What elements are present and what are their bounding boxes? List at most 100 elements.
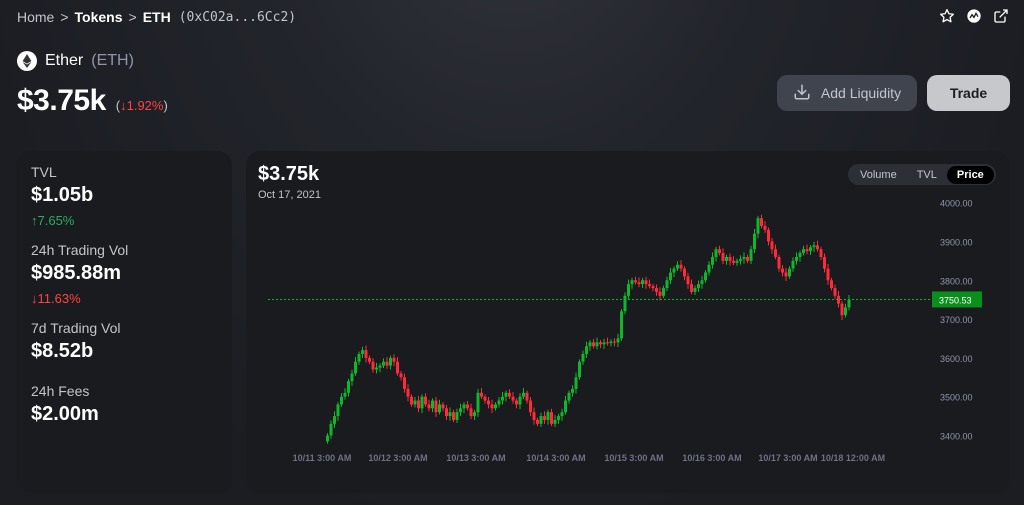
analytics-icon[interactable] bbox=[965, 7, 983, 25]
candle bbox=[711, 252, 714, 269]
candle bbox=[536, 417, 539, 427]
stat-change: ↑7.65% bbox=[31, 213, 75, 228]
stat-value: $8.52b bbox=[31, 340, 94, 362]
candle bbox=[630, 277, 634, 289]
stat-value: $2.00m bbox=[31, 403, 99, 425]
x-tick-label: 10/13 3:00 AM bbox=[446, 453, 505, 463]
token-address-link[interactable]: (0xC02a...6Cc2) bbox=[178, 9, 297, 25]
candle bbox=[522, 388, 525, 399]
candle bbox=[739, 255, 742, 265]
price-chart-card: $3.75k Oct 17, 2021 Volume TVL Price 400… bbox=[246, 151, 1010, 493]
candle bbox=[494, 402, 497, 411]
candle bbox=[532, 407, 536, 425]
candle bbox=[672, 266, 676, 278]
candle bbox=[431, 398, 434, 413]
candle bbox=[511, 392, 515, 404]
token-price-row: $3.75k (↓1.92%) bbox=[17, 84, 168, 118]
candle bbox=[735, 258, 739, 266]
candle bbox=[574, 372, 578, 394]
candle bbox=[749, 245, 753, 264]
candle bbox=[760, 214, 763, 229]
x-tick-label: 10/14 3:00 AM bbox=[526, 453, 585, 463]
candle bbox=[756, 215, 760, 239]
candle bbox=[798, 250, 802, 262]
x-tick-label: 10/17 3:00 AM bbox=[758, 453, 817, 463]
candlestick-chart[interactable]: 4000.00 3900.00 3800.00 3700.00 3600.00 3500.… bbox=[246, 151, 1010, 493]
candle bbox=[704, 270, 707, 283]
tab-price[interactable]: Price bbox=[946, 165, 994, 184]
candle bbox=[399, 371, 403, 381]
candle bbox=[588, 340, 592, 351]
y-tick-label: 3400.00 bbox=[940, 431, 973, 441]
candle bbox=[686, 272, 690, 289]
candle bbox=[774, 244, 777, 260]
y-tick-label: 3500.00 bbox=[940, 393, 973, 403]
stat-label: TVL bbox=[31, 164, 57, 180]
candle bbox=[557, 413, 560, 424]
external-link-icon[interactable] bbox=[992, 7, 1010, 25]
candle bbox=[651, 283, 655, 292]
candle bbox=[326, 433, 329, 444]
candle bbox=[340, 393, 343, 407]
candle bbox=[497, 397, 501, 408]
candle bbox=[623, 292, 627, 315]
candle bbox=[434, 397, 438, 417]
candle bbox=[728, 253, 732, 266]
candle bbox=[578, 359, 581, 380]
candle bbox=[742, 252, 746, 264]
candle bbox=[781, 265, 784, 277]
candle bbox=[361, 346, 364, 358]
candle bbox=[791, 257, 795, 272]
candle bbox=[658, 287, 662, 301]
y-tick-label: 3700.00 bbox=[940, 315, 973, 325]
stat-label: 24h Trading Vol bbox=[31, 242, 129, 258]
current-price-tag bbox=[932, 291, 982, 308]
add-liquidity-label: Add Liquidity bbox=[820, 85, 902, 101]
candle bbox=[823, 253, 826, 273]
candle bbox=[420, 394, 424, 413]
candle bbox=[501, 392, 504, 405]
candle bbox=[424, 393, 427, 407]
candle bbox=[816, 240, 819, 252]
candle bbox=[452, 409, 455, 423]
add-liquidity-button[interactable]: Add Liquidity bbox=[777, 75, 917, 111]
y-tick-label: 3800.00 bbox=[940, 276, 973, 286]
star-icon[interactable] bbox=[938, 7, 956, 25]
token-stats-card: TVL $1.05b ↑7.65% 24h Trading Vol $985.8… bbox=[17, 151, 232, 493]
candle bbox=[585, 341, 588, 358]
breadcrumb-token: ETH bbox=[142, 9, 171, 25]
trade-button[interactable]: Trade bbox=[927, 75, 1010, 111]
breadcrumb-home[interactable]: Home bbox=[17, 9, 55, 25]
candle bbox=[620, 308, 623, 341]
candle bbox=[378, 363, 382, 373]
candle bbox=[508, 389, 511, 399]
candle bbox=[455, 408, 459, 424]
stat-value: $985.88m bbox=[31, 262, 122, 284]
candle bbox=[571, 385, 574, 397]
candle bbox=[487, 397, 490, 409]
candle bbox=[413, 397, 417, 408]
stat-label: 7d Trading Vol bbox=[31, 320, 121, 336]
tab-tvl[interactable]: TVL bbox=[916, 168, 937, 181]
candle bbox=[770, 237, 774, 254]
candle bbox=[609, 339, 613, 347]
candle bbox=[567, 390, 571, 404]
candle bbox=[676, 261, 679, 271]
tab-volume[interactable]: Volume bbox=[860, 168, 897, 181]
candle bbox=[648, 279, 651, 289]
download-icon bbox=[793, 83, 811, 104]
candle bbox=[350, 369, 354, 386]
candle bbox=[847, 295, 851, 311]
ethereum-logo-icon bbox=[17, 51, 37, 71]
candle bbox=[746, 254, 749, 264]
chart-type-toggle: Volume TVL Price bbox=[848, 164, 996, 185]
stat-24h-volume: 24h Trading Vol $985.88m ↓11.63% bbox=[31, 242, 218, 306]
candle bbox=[406, 384, 410, 402]
candle bbox=[830, 277, 833, 291]
candle bbox=[802, 245, 805, 256]
candle bbox=[518, 393, 522, 410]
candle bbox=[767, 227, 770, 246]
breadcrumb-tokens[interactable]: Tokens bbox=[74, 9, 123, 25]
candle bbox=[795, 252, 798, 265]
